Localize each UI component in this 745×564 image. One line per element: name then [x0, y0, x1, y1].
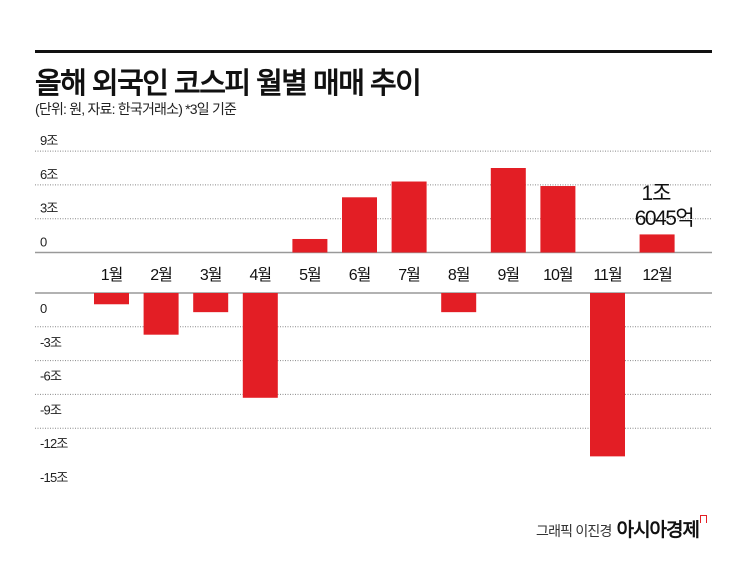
x-tick-label: 7월 [398, 266, 420, 284]
annotation-line1: 1조 [642, 182, 672, 205]
annotation-line2: 6045억 [635, 207, 694, 230]
x-tick-label: 4월 [249, 266, 271, 284]
x-tick-label: 5월 [299, 266, 321, 284]
x-tick-label: 3월 [200, 266, 222, 284]
bar [490, 168, 526, 253]
bar [639, 234, 675, 253]
x-tick-label: 12월 [642, 266, 672, 284]
chart-title: 올해 외국인 코스피 월별 매매 추이 [35, 68, 422, 100]
bar [441, 293, 477, 313]
y-tick-label: -15조 [40, 470, 68, 485]
bar [193, 293, 229, 313]
author-credit: 그래픽 이진경 [536, 523, 612, 539]
y-tick-label: 6조 [40, 167, 58, 182]
bar [391, 181, 427, 253]
x-tick-label: 2월 [150, 266, 172, 284]
brand-logo: 아시아경제 [616, 520, 700, 541]
bar [540, 186, 576, 253]
y-tick-label: -3조 [40, 335, 62, 350]
chart-subtitle: (단위: 원, 자료: 한국거래소) *3일 기준 [35, 101, 237, 117]
bar [94, 293, 129, 305]
y-tick-label: -12조 [40, 436, 68, 451]
x-tick-label: 9월 [497, 266, 519, 284]
x-tick-label: 11월 [593, 266, 622, 284]
x-tick-label: 6월 [349, 266, 371, 284]
bar [292, 238, 328, 253]
bar [590, 293, 625, 457]
brand-mark-icon [700, 515, 707, 523]
bar [143, 293, 179, 335]
y-tick-label: 9조 [40, 133, 58, 148]
y-tick-label: 0 [40, 301, 47, 316]
x-tick-label: 1월 [101, 266, 123, 284]
y-tick-label: 0 [40, 235, 47, 250]
top-rule [35, 50, 712, 53]
bar [242, 293, 278, 398]
x-tick-label: 10월 [543, 266, 573, 284]
y-tick-label: 3조 [40, 201, 58, 216]
bar [342, 197, 377, 253]
credit: 그래픽 이진경 아시아경제 [536, 515, 707, 542]
y-tick-label: -6조 [40, 369, 62, 384]
y-tick-label: -9조 [40, 402, 62, 417]
x-tick-label: 8월 [448, 266, 470, 284]
